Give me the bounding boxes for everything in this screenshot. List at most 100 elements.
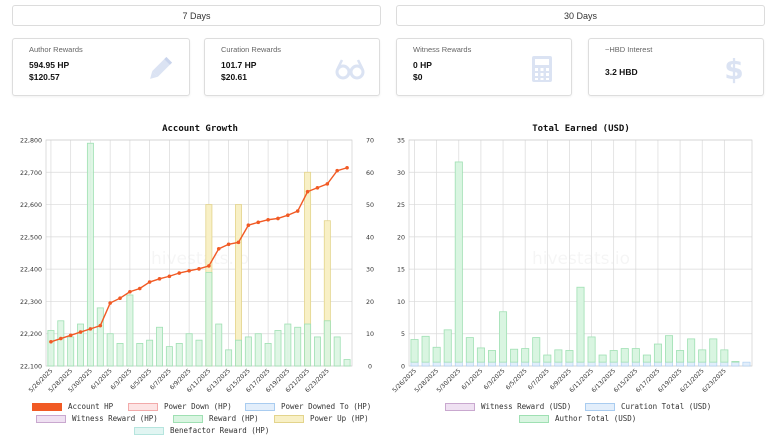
legend-power-downed-to[interactable]: Power Downed To (HP) (245, 402, 371, 411)
account-hp-point[interactable] (345, 165, 349, 170)
curation-total-bar[interactable] (631, 361, 640, 367)
reward-bar[interactable] (205, 271, 213, 367)
reward-bar[interactable] (294, 326, 302, 367)
curation-total-bar[interactable] (642, 361, 651, 367)
account-hp-point[interactable] (246, 223, 251, 228)
reward-bar[interactable] (77, 323, 85, 367)
author-total-bar[interactable] (532, 337, 541, 363)
reward-bar[interactable] (156, 326, 163, 367)
period-7-days-button[interactable]: 7 Days (12, 5, 381, 26)
reward-bar[interactable] (86, 142, 94, 367)
curation-total-bar[interactable] (521, 361, 530, 367)
reward-bar[interactable] (136, 342, 144, 367)
author-total-bar[interactable] (631, 348, 640, 363)
reward-bar[interactable] (57, 320, 65, 367)
period-30-days-button[interactable]: 30 Days (396, 5, 765, 26)
reward-bar[interactable] (225, 349, 233, 367)
author-total-bar[interactable] (665, 335, 674, 363)
account-hp-point[interactable] (59, 336, 63, 341)
reward-bar[interactable] (235, 339, 242, 367)
author-total-bar[interactable] (687, 338, 696, 363)
account-hp-point[interactable] (207, 264, 211, 268)
reward-bar[interactable] (215, 323, 223, 367)
account-hp-point[interactable] (325, 182, 330, 186)
curation-total-bar[interactable] (598, 361, 607, 367)
legend-power-up[interactable]: Power Up (HP) (274, 414, 369, 423)
author-total-bar[interactable] (554, 349, 563, 363)
legend-power-down[interactable]: Power Down (HP) (128, 402, 232, 411)
curation-total-bar[interactable] (720, 361, 729, 367)
curation-total-bar[interactable] (587, 361, 596, 367)
author-total-bar[interactable] (410, 339, 419, 363)
curation-total-bar[interactable] (543, 361, 552, 367)
account-hp-point[interactable] (177, 271, 182, 275)
account-hp-point[interactable] (98, 323, 103, 328)
author-total-bar[interactable] (698, 349, 707, 363)
account-hp-point[interactable] (226, 242, 231, 247)
author-total-bar[interactable] (432, 346, 441, 363)
curation-total-bar[interactable] (676, 361, 684, 367)
curation-total-bar[interactable] (499, 361, 507, 367)
curation-total-bar[interactable] (687, 361, 696, 367)
account-hp-point[interactable] (68, 333, 73, 338)
curation-total-bar[interactable] (620, 361, 629, 367)
author-total-bar[interactable] (587, 336, 596, 363)
curation-total-bar[interactable] (488, 361, 496, 367)
curation-total-bar[interactable] (454, 361, 463, 367)
curation-total-bar[interactable] (665, 361, 673, 367)
account-hp-point[interactable] (78, 330, 83, 334)
account-hp-point[interactable] (147, 280, 152, 284)
account-hp-point[interactable] (305, 189, 310, 194)
author-total-bar[interactable] (676, 350, 685, 363)
account-hp-point[interactable] (128, 289, 132, 294)
account-hp-point[interactable] (88, 327, 93, 331)
reward-bar[interactable] (175, 342, 183, 367)
legend-author-total[interactable]: Author Total (USD) (519, 414, 636, 423)
account-hp-point[interactable] (157, 277, 162, 281)
author-total-bar[interactable] (576, 286, 585, 363)
author-total-bar[interactable] (465, 337, 474, 363)
account-hp-point[interactable] (108, 301, 112, 305)
curation-total-bar[interactable] (576, 361, 585, 367)
curation-total-bar[interactable] (698, 361, 707, 367)
reward-bar[interactable] (116, 342, 124, 367)
legend-benefactor-reward[interactable]: Benefactor Reward (HP) (134, 426, 269, 435)
curation-total-bar[interactable] (609, 361, 618, 367)
account-hp-point[interactable] (187, 268, 191, 273)
reward-bar[interactable] (185, 333, 193, 367)
reward-bar[interactable] (254, 333, 262, 367)
author-total-bar[interactable] (720, 349, 729, 363)
author-total-bar[interactable] (454, 161, 463, 363)
account-hp-point[interactable] (49, 339, 53, 344)
author-total-bar[interactable] (609, 350, 618, 363)
account-hp-point[interactable] (137, 286, 142, 291)
account-hp-point[interactable] (216, 247, 221, 251)
reward-bar[interactable] (274, 330, 282, 367)
curation-total-bar[interactable] (443, 361, 452, 367)
author-total-bar[interactable] (476, 347, 485, 363)
curation-total-bar[interactable] (532, 361, 541, 367)
curation-total-bar[interactable] (742, 361, 751, 367)
reward-bar[interactable] (67, 336, 75, 367)
legend-witness-reward-hp[interactable]: Witness Reward (HP) (36, 414, 158, 423)
curation-total-bar[interactable] (421, 361, 430, 367)
curation-total-bar[interactable] (554, 361, 563, 367)
curation-total-bar[interactable] (709, 361, 718, 367)
author-total-bar[interactable] (598, 354, 607, 363)
account-hp-point[interactable] (236, 240, 241, 245)
curation-total-bar[interactable] (477, 361, 485, 367)
curation-total-bar[interactable] (565, 361, 574, 367)
reward-bar[interactable] (264, 342, 272, 367)
account-hp-point[interactable] (266, 217, 270, 222)
curation-total-bar[interactable] (510, 361, 519, 367)
reward-bar[interactable] (96, 307, 104, 367)
curation-total-bar[interactable] (731, 361, 740, 367)
curation-total-bar[interactable] (410, 361, 419, 367)
author-total-bar[interactable] (443, 329, 452, 363)
reward-bar[interactable] (333, 336, 341, 367)
author-total-bar[interactable] (543, 354, 552, 363)
reward-bar[interactable] (195, 339, 203, 367)
reward-bar[interactable] (304, 323, 312, 367)
curation-total-bar[interactable] (465, 361, 474, 367)
author-total-bar[interactable] (565, 350, 574, 363)
